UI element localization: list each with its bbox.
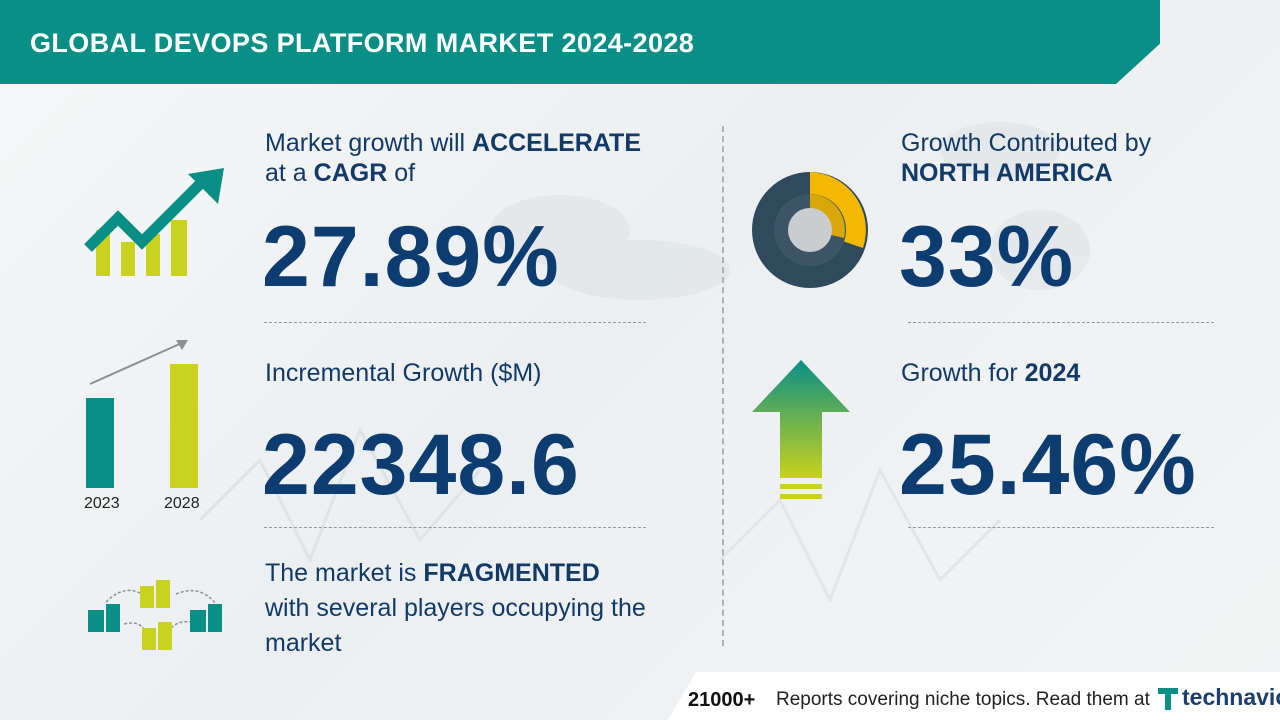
growth-chart-arrow-icon — [84, 168, 224, 276]
header-banner: GLOBAL DEVOPS PLATFORM MARKET 2024-2028 — [0, 0, 1160, 84]
vertical-divider — [722, 126, 724, 646]
divider-left-2 — [264, 527, 646, 528]
yoy-label: Growth for 2024 — [901, 356, 1080, 390]
region-label-line1: Growth Contributed by — [901, 129, 1152, 157]
yoy-label-prefix: Growth for — [901, 359, 1018, 387]
up-arrow-icon — [752, 360, 850, 499]
donut-share-icon — [752, 172, 868, 288]
cagr-label-line2: at a CAGR of — [265, 156, 415, 190]
year-2023-label: 2023 — [84, 495, 120, 512]
incremental-value: 22348.6 — [262, 417, 580, 513]
cagr-label-at: at a — [265, 159, 307, 187]
footer-report-count: 21000+ — [688, 689, 756, 711]
region-label-line2: NORTH AMERICA — [901, 156, 1113, 190]
yoy-label-year: 2024 — [1024, 359, 1081, 387]
footer-banner: 21000+ Reports covering niche topics. Re… — [668, 672, 1280, 720]
cagr-value: 27.89% — [262, 209, 560, 305]
fragmented-line3: market — [265, 629, 342, 657]
technavio-logo-icon — [1158, 688, 1178, 710]
bar-comparison-icon — [86, 340, 198, 488]
region-name: NORTH AMERICA — [901, 159, 1113, 187]
fragmented-emph: FRAGMENTED — [423, 559, 600, 587]
cagr-label-of: of — [394, 159, 416, 187]
region-value: 33% — [899, 209, 1075, 305]
cagr-label-prefix: Market growth will — [265, 129, 466, 157]
page-title: GLOBAL DEVOPS PLATFORM MARKET 2024-2028 — [30, 28, 695, 58]
cagr-label-cagr: CAGR — [313, 159, 388, 187]
fragmented-line2: with several players occupying the — [265, 594, 646, 622]
footer-text: Reports covering niche topics. Read them… — [776, 689, 1150, 710]
fragmented-line1: The market is FRAGMENTED — [265, 556, 600, 590]
fragmented-prefix: The market is — [265, 559, 417, 587]
yoy-value: 25.46% — [899, 417, 1197, 513]
cagr-label-emph: ACCELERATE — [472, 129, 641, 157]
incremental-label: Incremental Growth ($M) — [265, 359, 542, 387]
divider-left-1 — [264, 322, 646, 323]
year-2028-label: 2028 — [164, 495, 200, 512]
cagr-label-line1: Market growth will ACCELERATE — [265, 126, 641, 160]
divider-right-1 — [908, 322, 1214, 323]
footer-brand[interactable]: technavio — [1182, 684, 1280, 710]
divider-right-2 — [908, 527, 1214, 528]
buildings-network-icon — [88, 580, 222, 650]
